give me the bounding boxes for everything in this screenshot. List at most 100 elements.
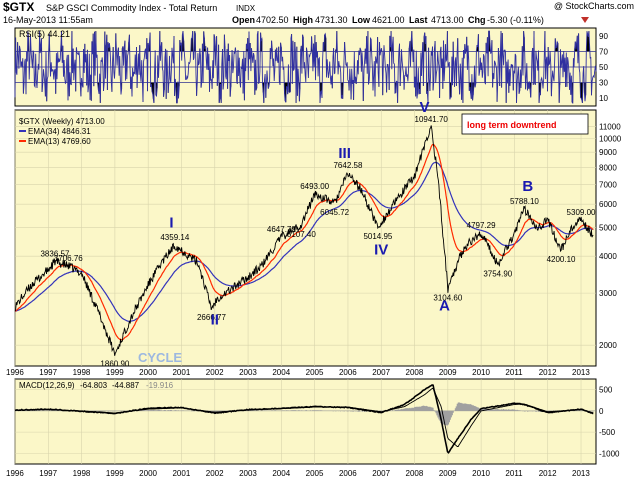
wave-label: I (169, 215, 173, 232)
price-x-tick-label: 2004 (272, 368, 290, 377)
rsi-tick-label: 90 (599, 32, 608, 41)
macd-legend-value: -64.803 (80, 381, 108, 390)
ema34-line (15, 161, 594, 322)
price-tick-label: 11000 (599, 122, 621, 131)
wave-label: III (338, 145, 351, 162)
rsi-tick-label: 10 (599, 94, 608, 103)
chg-down-icon (581, 17, 589, 23)
macd-tick-label: 500 (599, 386, 613, 395)
wave-label: A (439, 297, 450, 314)
watermark: @ StockCharts.com (554, 1, 634, 11)
rsi-tick-label: 50 (599, 63, 608, 72)
high-label: High (293, 15, 313, 25)
ema13-legend-label: EMA(13) 4769.60 (28, 137, 91, 146)
macd-x-tick-label: 2006 (339, 469, 357, 478)
macd-tick-label: -500 (599, 428, 616, 437)
price-value-label: 5309.00 (567, 208, 596, 217)
price-x-tick-label: 1996 (6, 368, 24, 377)
price-tick-label: 4000 (599, 252, 617, 261)
price-line (14, 125, 594, 356)
macd-x-tick-label: 2003 (239, 469, 257, 478)
macd-legend-hist: -19.916 (146, 381, 174, 390)
price-tick-label: 9000 (599, 148, 617, 157)
price-tick-label: 3000 (599, 289, 617, 298)
macd-tick-label: -1000 (599, 449, 620, 458)
price-x-tick-label: 2009 (439, 368, 457, 377)
price-x-tick-label: 1997 (39, 368, 57, 377)
low-value: 4621.00 (372, 15, 405, 25)
wave-label: V (420, 99, 430, 116)
rsi-line (14, 30, 597, 105)
downtrend-annotation: long term downtrend (461, 113, 589, 135)
price-value-label: 7642.58 (333, 161, 362, 170)
price-value-label: 6045.72 (320, 208, 349, 217)
wave-label: IV (374, 242, 388, 259)
price-tick-label: 7000 (599, 180, 617, 189)
low-label: Low (352, 15, 371, 25)
price-value-label: 3836.57 (40, 250, 69, 259)
downtrend-box (461, 113, 589, 135)
price-value-label: 3706.76 (54, 254, 83, 263)
chg-value: -5.30 (-0.11%) (487, 15, 544, 25)
price-x-tick-label: 2008 (406, 368, 424, 377)
macd-x-tick-label: 2012 (539, 469, 557, 478)
downtrend-text: long term downtrend (467, 120, 557, 130)
macd-legend-signal: -44.887 (112, 381, 140, 390)
high-value: 4731.30 (315, 15, 348, 25)
macd-x-tick-label: 1998 (73, 469, 91, 478)
rsi-tick-label: 70 (599, 47, 608, 56)
price-value-label: 4359.14 (160, 233, 189, 242)
chart-exchange: INDX (236, 4, 256, 13)
price-panel (14, 109, 597, 367)
price-value-label: 4797.29 (467, 221, 496, 230)
price-x-tick-label: 2001 (172, 368, 190, 377)
macd-x-tick-label: 2011 (505, 469, 523, 478)
chart-name: S&P GSCI Commodity Index - Total Return (46, 3, 217, 13)
price-tick-label: 6000 (599, 200, 617, 209)
cycle-label: CYCLE (138, 350, 182, 365)
macd-x-tick-label: 2009 (439, 469, 457, 478)
macd-x-tick-label: 2001 (172, 469, 190, 478)
ema34-legend-label: EMA(34) 4846.31 (28, 127, 91, 136)
ema13-line (14, 143, 594, 341)
price-x-tick-label: 2007 (372, 368, 390, 377)
rsi-tick-label: 30 (599, 79, 608, 88)
macd-axis: 500 0 -500 -1000 (599, 386, 620, 459)
macd-x-tick-label: 2010 (472, 469, 490, 478)
chart-symbol: $GTX (3, 0, 34, 14)
wave-label: II (211, 311, 219, 328)
open-label: Open (232, 15, 255, 25)
price-value-label: 4647.72 (267, 225, 296, 234)
price-x-tick-label: 2005 (306, 368, 324, 377)
chg-label: Chg (468, 15, 486, 25)
price-x-axis: 1996 1997 1998 1999 2000 2001 2002 2003 2004 2005… (6, 368, 590, 377)
macd-x-tick-label: 2007 (372, 469, 390, 478)
chart-date: 16-May-2013 11:55am (3, 15, 93, 25)
macd-x-tick-label: 2000 (139, 469, 157, 478)
price-x-tick-label: 2006 (339, 368, 357, 377)
macd-x-tick-label: 2005 (306, 469, 324, 478)
macd-panel (14, 378, 597, 465)
price-x-tick-label: 2012 (539, 368, 557, 377)
price-tick-label: 5000 (599, 224, 617, 233)
price-tick-label: 10000 (599, 135, 622, 144)
price-legend: $GTX (Weekly) 4713.00 EMA(34) 4846.31 EM… (19, 117, 105, 146)
price-x-tick-label: 2000 (139, 368, 157, 377)
macd-legend-prefix: MACD(12,26,9) (19, 381, 75, 390)
price-value-label: 5014.95 (363, 232, 392, 241)
price-legend-label: $GTX (Weekly) 4713.00 (19, 117, 105, 126)
price-value-label: 3104.60 (433, 294, 462, 303)
macd-x-axis: 1996 1997 1998 1999 2000 2001 2002 2003 2004 2005… (6, 469, 590, 478)
price-grid (14, 110, 596, 366)
macd-x-tick-label: 2013 (572, 469, 590, 478)
price-value-label: 5107.40 (287, 230, 316, 239)
macd-x-tick-label: 1996 (6, 469, 24, 478)
price-x-tick-label: 2013 (572, 368, 590, 377)
price-tick-label: 2000 (599, 341, 617, 350)
open-value: 4702.50 (256, 15, 289, 25)
price-value-label: 2666.77 (197, 313, 226, 322)
price-value-label: 3754.90 (483, 269, 512, 278)
ohlc-stats: Open 4702.50 High 4731.30 Low 4621.00 La… (232, 15, 589, 25)
macd-line (14, 384, 594, 454)
